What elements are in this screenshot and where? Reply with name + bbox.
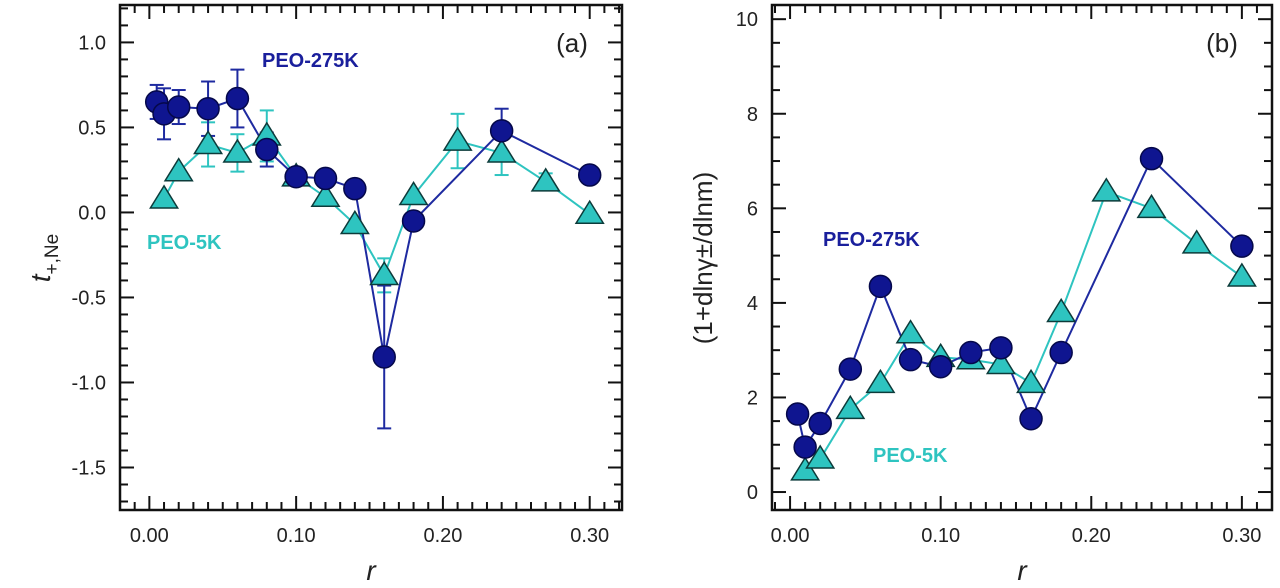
y-axis-label-b: (1+dlnγ±/dlnm) — [688, 172, 718, 345]
x-tick-label-a: 0.10 — [277, 525, 316, 547]
data-point-peo-5k — [1091, 177, 1122, 202]
data-point-peo-275k — [225, 86, 250, 111]
data-point-peo-275k — [785, 402, 810, 426]
y-tick-label-b: 6 — [747, 198, 758, 220]
data-point-peo-275k — [898, 347, 923, 372]
data-point-peo-5k — [442, 126, 473, 151]
data-point-peo-275k — [868, 274, 893, 299]
data-point-peo-5k — [1046, 297, 1077, 323]
x-axis-label-a: r — [366, 555, 377, 583]
data-point-peo-275k — [577, 163, 602, 187]
series-line-peo-275k — [155, 97, 591, 358]
annotation-peo-5k-a: PEO-5K — [147, 232, 222, 254]
data-point-peo-5k — [985, 349, 1016, 375]
data-point-peo-5k — [835, 394, 866, 420]
data-point-peo-5k — [530, 167, 561, 192]
annotation-peo-5k-b: PEO-5K — [873, 445, 948, 467]
x-tick-label-a: 0.20 — [423, 525, 462, 547]
data-point-peo-275k — [838, 357, 863, 381]
data-point-peo-5k — [486, 138, 517, 163]
x-tick-label-a: 0.30 — [570, 525, 609, 547]
data-point-peo-5k — [574, 199, 605, 224]
data-point-peo-275k — [989, 336, 1013, 360]
data-point-peo-275k — [284, 164, 308, 189]
plot-frame-a — [118, 3, 624, 512]
data-point-peo-5k — [149, 184, 180, 209]
data-point-peo-5k — [369, 260, 400, 286]
data-point-peo-5k — [805, 444, 836, 469]
panel-label-b: (b) — [1206, 28, 1238, 58]
annotation-peo-275k-b: PEO-275K — [823, 229, 920, 251]
data-point-peo-5k — [1016, 368, 1047, 394]
data-point-peo-275k — [959, 340, 983, 365]
y-tick-label-b: 10 — [736, 9, 758, 31]
series-line-peo-275k — [796, 157, 1243, 450]
y-tick-label-b: 4 — [747, 293, 758, 315]
data-point-peo-5k — [1136, 193, 1167, 219]
y-tick-label-a: 0.0 — [78, 202, 106, 224]
y-tick-label-b: 0 — [747, 482, 758, 504]
data-point-peo-275k — [255, 137, 279, 162]
x-tick-label-a: 0.00 — [130, 525, 169, 547]
x-tick-label-b: 0.20 — [1072, 525, 1111, 547]
y-tick-label-a: -1.0 — [72, 372, 106, 394]
data-point-peo-5k — [163, 157, 194, 182]
data-point-peo-5k — [398, 181, 429, 206]
data-point-peo-275k — [1049, 340, 1073, 365]
data-point-peo-5k — [865, 368, 896, 394]
data-point-peo-275k — [372, 345, 396, 369]
x-tick-label-b: 0.30 — [1222, 525, 1261, 547]
data-point-peo-5k — [310, 182, 341, 207]
data-point-peo-275k — [1230, 234, 1254, 258]
data-point-peo-275k — [196, 96, 220, 121]
data-point-peo-275k — [401, 209, 426, 233]
data-point-peo-5k — [339, 209, 370, 235]
y-tick-label-b: 8 — [747, 104, 758, 126]
data-point-peo-5k — [790, 456, 821, 481]
panel-a: 0.00 0.10 0.20 0.30 1.0 0.5 0.0 -0.5 -1.0 -1.5 (a… — [25, 3, 624, 586]
y-tick-label-a: 1.0 — [78, 32, 106, 54]
data-point-peo-275k — [166, 95, 191, 119]
data-point-peo-275k — [928, 354, 953, 379]
y-axis-label-main-a: t — [25, 273, 56, 282]
data-point-peo-275k — [489, 119, 514, 143]
y-tick-label-a: 0.5 — [78, 117, 106, 139]
data-point-peo-275k — [343, 176, 367, 201]
x-tick-label-b: 0.00 — [771, 525, 810, 547]
y-tick-label-a: -0.5 — [72, 287, 106, 309]
panel-label-a: (a) — [556, 28, 588, 58]
data-point-peo-5k — [1226, 262, 1257, 287]
annotation-peo-275k-a: PEO-275K — [262, 50, 359, 72]
plot-frame-b — [770, 3, 1274, 512]
x-tick-label-b: 0.10 — [921, 525, 960, 547]
data-point-peo-275k — [1139, 146, 1164, 171]
y-tick-label-a: -1.5 — [72, 457, 106, 479]
panel-b: 0.00 0.10 0.20 0.30 0 2 4 6 8 10 (b) PEO-275K PEO… — [688, 3, 1274, 586]
y-axis-label-sub-a: +,Ne — [42, 234, 63, 275]
data-point-peo-275k — [1019, 406, 1043, 431]
data-point-peo-5k — [193, 130, 224, 155]
y-tick-label-b: 2 — [747, 387, 758, 409]
data-point-peo-275k — [808, 411, 832, 436]
x-axis-label-b: r — [1017, 555, 1028, 583]
y-axis-label-a: t+,Ne — [25, 234, 63, 282]
data-point-peo-5k — [895, 319, 926, 344]
data-point-peo-5k — [222, 138, 253, 163]
data-point-peo-275k — [793, 435, 817, 459]
data-point-peo-5k — [1181, 229, 1212, 254]
data-point-peo-275k — [313, 166, 338, 191]
